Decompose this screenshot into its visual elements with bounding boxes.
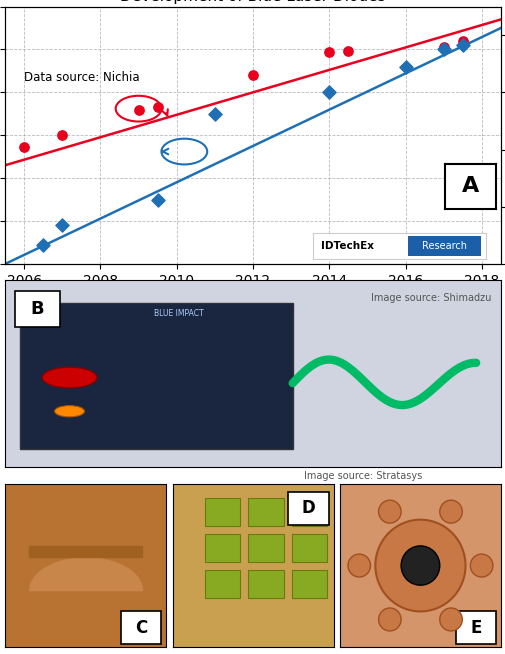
FancyBboxPatch shape [247, 498, 283, 526]
FancyBboxPatch shape [291, 498, 326, 526]
Circle shape [42, 368, 96, 388]
Text: A: A [461, 177, 478, 196]
Circle shape [378, 608, 400, 631]
Text: E: E [469, 619, 481, 637]
Circle shape [375, 520, 465, 611]
FancyBboxPatch shape [247, 534, 283, 562]
FancyBboxPatch shape [291, 570, 326, 598]
Circle shape [439, 608, 462, 631]
FancyBboxPatch shape [15, 292, 60, 327]
FancyBboxPatch shape [121, 611, 161, 644]
Title: Development of Blue Laser Diodes: Development of Blue Laser Diodes [120, 0, 385, 4]
Circle shape [55, 405, 84, 417]
Text: Image source: Stratasys: Image source: Stratasys [303, 470, 421, 481]
Point [458, 35, 466, 46]
Text: C: C [135, 619, 147, 637]
Point [58, 220, 66, 231]
FancyBboxPatch shape [20, 303, 292, 449]
Point [401, 61, 409, 72]
Point [343, 46, 351, 56]
Text: D: D [301, 499, 315, 517]
FancyBboxPatch shape [288, 492, 328, 525]
Circle shape [470, 554, 492, 577]
Circle shape [347, 554, 370, 577]
Point [58, 130, 66, 141]
Point [248, 70, 257, 80]
FancyBboxPatch shape [291, 534, 326, 562]
FancyBboxPatch shape [455, 611, 495, 644]
Point [20, 142, 28, 152]
Circle shape [439, 500, 462, 523]
FancyBboxPatch shape [205, 570, 240, 598]
Point [211, 109, 219, 119]
Point [154, 194, 162, 205]
Text: BLUE IMPACT: BLUE IMPACT [154, 309, 203, 318]
Point [154, 102, 162, 112]
FancyBboxPatch shape [247, 570, 283, 598]
Point [439, 44, 447, 55]
Point [39, 239, 47, 250]
Circle shape [378, 500, 400, 523]
X-axis label: Year: Year [238, 293, 267, 307]
Point [134, 104, 142, 114]
Point [458, 40, 466, 50]
FancyBboxPatch shape [205, 498, 240, 526]
Point [439, 42, 447, 52]
Text: B: B [30, 300, 44, 318]
Point [325, 46, 333, 57]
Circle shape [400, 546, 439, 585]
Text: Data source: Nichia: Data source: Nichia [24, 71, 139, 84]
Text: Image source: Shimadzu: Image source: Shimadzu [370, 293, 490, 303]
Point [325, 87, 333, 97]
FancyBboxPatch shape [205, 534, 240, 562]
